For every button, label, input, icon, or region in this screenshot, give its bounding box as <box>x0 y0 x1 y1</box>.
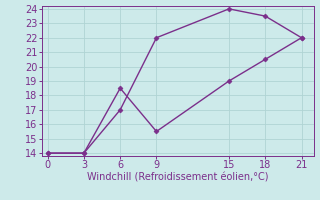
X-axis label: Windchill (Refroidissement éolien,°C): Windchill (Refroidissement éolien,°C) <box>87 173 268 183</box>
